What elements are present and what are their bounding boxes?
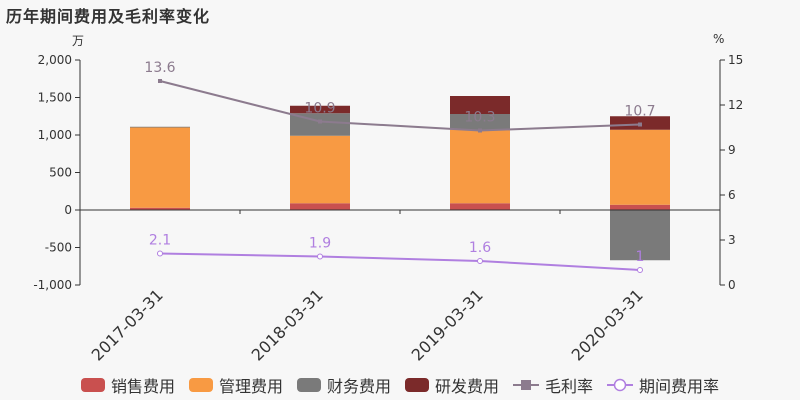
bar-segment	[450, 114, 510, 130]
chart-title: 历年期间费用及毛利率变化	[6, 7, 211, 26]
expense-rate-data-label: 1.9	[309, 236, 331, 252]
bar-segment	[290, 135, 350, 204]
gross-margin-data-label: 10.9	[304, 101, 335, 117]
gross-margin-point	[478, 128, 482, 133]
gross-margin-line	[159, 80, 641, 132]
gross-margin-data-label: 13.6	[144, 60, 175, 76]
legend-label-expense-rate: 期间费用率	[639, 377, 720, 396]
gross-margin-data-label: 10.7	[624, 104, 655, 120]
right-axis-tick-label: 12	[728, 98, 743, 112]
left-axis-tick-label: -500	[45, 241, 72, 255]
legend-label-sales: 销售费用	[110, 377, 175, 396]
gross-margin-point	[638, 122, 642, 127]
expense-rate-data-label: 1	[636, 249, 645, 265]
legend-item-sales[interactable]: 销售费用	[80, 373, 175, 397]
gross-margin-data-label: 10.3	[464, 110, 495, 126]
bar-segment	[610, 129, 670, 205]
legend-item-rnd[interactable]: 研发费用	[405, 373, 499, 397]
right-axis-tick-label: 9	[728, 143, 736, 157]
bar-segment	[290, 105, 350, 114]
gross-margin-point	[318, 119, 322, 124]
legend-item-gross-margin[interactable]: 毛利率	[513, 373, 593, 397]
right-axis-unit: %	[713, 32, 725, 46]
legend-swatch-finance	[296, 378, 321, 392]
expense-rate-point	[637, 267, 643, 273]
expense-rate-point	[477, 258, 483, 264]
bar-segment	[130, 127, 190, 208]
gross-margin-point	[158, 79, 162, 83]
x-axis-category-label: 2019-03-31	[408, 285, 487, 364]
expense-rate-data-label: 2.1	[149, 233, 171, 249]
legend-item-finance[interactable]: 财务费用	[296, 373, 391, 397]
bar-segment	[130, 207, 190, 210]
legend-label-admin: 管理费用	[218, 377, 283, 396]
legend-item-expense-rate[interactable]: 期间费用率	[607, 373, 719, 397]
expense-rate-line	[159, 252, 641, 271]
left-axis-tick-label: 2,000	[38, 53, 72, 67]
x-axis-category-label: 2017-03-31	[88, 285, 167, 364]
bar-segment	[450, 96, 510, 114]
expense-rate-point	[157, 250, 163, 257]
bar-segment	[290, 203, 350, 210]
left-axis-tick-label: 500	[49, 166, 72, 180]
x-axis-category-label: 2018-03-31	[248, 285, 327, 364]
legend-swatch-admin	[188, 378, 213, 392]
bar-segment	[290, 113, 350, 136]
x-axis-category-label: 2020-03-31	[568, 285, 647, 364]
right-axis-tick-label: 3	[728, 233, 736, 247]
left-axis-tick-label: 1,500	[38, 91, 72, 105]
expense-rate-point	[317, 253, 323, 260]
bar-segment	[450, 129, 510, 204]
left-axis-tick-label: -1,000	[33, 278, 72, 292]
right-axis-tick-label: 0	[728, 278, 736, 292]
legend-swatch-rnd	[405, 378, 429, 392]
legend: 销售费用 管理费用 财务费用 研发费用 毛利率 期间费用率	[0, 374, 800, 396]
legend-swatch-expense-rate	[607, 378, 634, 392]
legend-label-gross-margin: 毛利率	[545, 377, 594, 396]
legend-label-rnd: 研发费用	[435, 377, 500, 396]
left-axis-unit: 万	[72, 34, 85, 48]
expense-rate-data-label: 1.6	[469, 240, 491, 256]
legend-swatch-sales	[80, 378, 105, 392]
right-axis-tick-label: 15	[728, 53, 743, 67]
legend-label-finance: 财务费用	[326, 377, 391, 396]
left-axis-tick-label: 0	[64, 203, 72, 217]
legend-swatch-gross-margin	[513, 380, 540, 390]
bar-segment	[450, 203, 510, 210]
bar-segment	[130, 126, 190, 128]
legend-item-admin[interactable]: 管理费用	[188, 373, 283, 397]
bar-segment	[610, 210, 670, 261]
right-axis-tick-label: 6	[728, 188, 736, 202]
left-axis-tick-label: 1,000	[38, 128, 72, 142]
bar-segment	[610, 204, 670, 210]
